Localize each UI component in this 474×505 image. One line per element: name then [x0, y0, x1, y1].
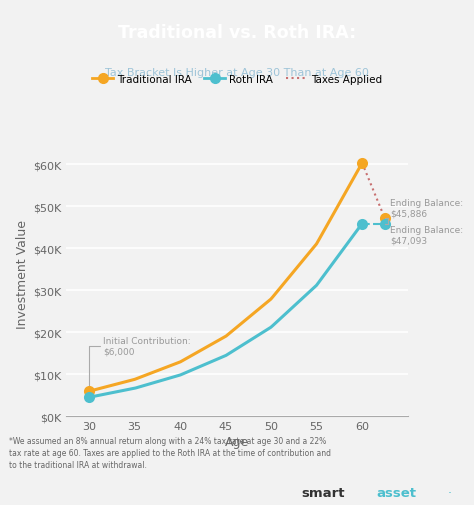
Text: ·: · — [448, 486, 452, 499]
Text: smart: smart — [301, 486, 345, 499]
Text: asset: asset — [376, 486, 416, 499]
Text: *We assumed an 8% annual return along with a 24% tax rate at age 30 and a 22%
ta: *We assumed an 8% annual return along wi… — [9, 436, 331, 469]
Text: Initial Contribution:
$6,000: Initial Contribution: $6,000 — [89, 336, 191, 389]
Text: Traditional vs. Roth IRA:: Traditional vs. Roth IRA: — [118, 24, 356, 42]
Y-axis label: Investment Value: Investment Value — [16, 220, 29, 328]
Legend: Traditional IRA, Roth IRA, Taxes Applied: Traditional IRA, Roth IRA, Taxes Applied — [88, 70, 386, 89]
X-axis label: Age: Age — [225, 436, 249, 448]
Text: Ending Balance:
$47,093: Ending Balance: $47,093 — [391, 225, 464, 245]
Text: Ending Balance:
$45,886: Ending Balance: $45,886 — [391, 198, 464, 218]
Text: Tax Bracket Is Higher at Age 30 Than at Age 60: Tax Bracket Is Higher at Age 30 Than at … — [105, 68, 369, 78]
